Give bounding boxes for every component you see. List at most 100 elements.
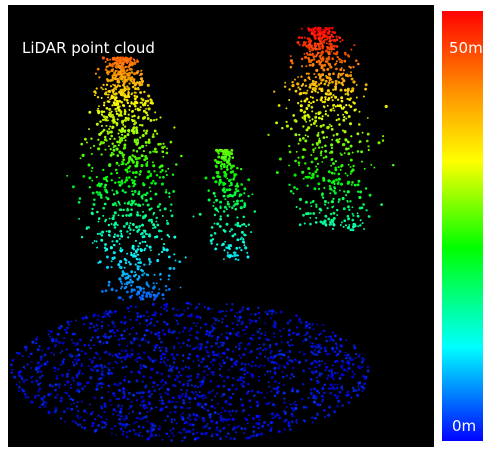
point — [219, 437, 222, 440]
point — [340, 41, 342, 43]
point — [106, 84, 108, 86]
point — [330, 43, 332, 45]
point — [26, 379, 28, 381]
point — [349, 228, 352, 231]
point — [126, 431, 128, 433]
point — [221, 318, 224, 321]
point — [164, 419, 166, 421]
point — [310, 59, 312, 61]
point — [87, 163, 90, 166]
point — [289, 319, 292, 322]
point — [123, 225, 126, 228]
point — [259, 352, 262, 355]
point — [337, 141, 339, 143]
point — [240, 383, 243, 386]
point — [193, 360, 195, 362]
point — [159, 116, 161, 118]
point — [310, 96, 312, 98]
point — [268, 359, 271, 362]
point — [316, 125, 318, 127]
point — [181, 440, 183, 442]
point — [247, 307, 250, 310]
point — [172, 366, 174, 368]
point — [367, 145, 369, 147]
point — [112, 214, 115, 217]
point — [331, 128, 334, 131]
point — [340, 73, 343, 76]
point — [299, 139, 302, 142]
point — [308, 323, 310, 325]
point — [291, 81, 293, 83]
point — [110, 404, 112, 406]
point — [91, 212, 94, 215]
point — [172, 190, 175, 193]
point — [344, 89, 347, 92]
point — [135, 108, 137, 110]
point — [86, 141, 88, 143]
point — [334, 168, 337, 171]
point — [308, 59, 310, 61]
point — [330, 51, 332, 53]
point — [107, 96, 109, 98]
point — [291, 420, 294, 423]
point — [294, 174, 297, 177]
point — [90, 147, 92, 149]
point — [162, 329, 165, 332]
point — [136, 258, 138, 260]
point — [334, 96, 337, 99]
point — [321, 131, 324, 134]
point — [216, 171, 219, 174]
point — [130, 159, 132, 161]
point — [243, 241, 245, 243]
point — [81, 350, 83, 352]
point — [37, 348, 40, 351]
point — [347, 147, 349, 149]
point — [301, 65, 303, 67]
point — [359, 224, 361, 226]
point — [62, 362, 64, 364]
point — [146, 283, 149, 286]
point — [357, 385, 359, 387]
point — [97, 353, 99, 355]
point — [221, 310, 223, 312]
point — [159, 143, 162, 146]
point — [166, 432, 169, 435]
point — [327, 90, 329, 92]
point — [173, 346, 175, 348]
point — [142, 203, 144, 205]
point — [268, 381, 270, 383]
point — [77, 417, 79, 419]
point — [118, 91, 121, 94]
point — [131, 280, 134, 283]
point — [138, 83, 141, 86]
point — [288, 165, 290, 167]
point — [312, 342, 314, 344]
point — [165, 392, 167, 394]
point — [325, 60, 328, 63]
point — [225, 310, 227, 312]
point — [325, 336, 327, 338]
point — [107, 132, 109, 134]
point — [173, 362, 175, 364]
point — [100, 344, 102, 346]
point — [135, 251, 137, 253]
point — [108, 230, 111, 233]
point — [247, 178, 250, 181]
point — [339, 338, 342, 341]
point — [357, 355, 359, 357]
point — [190, 303, 192, 305]
point — [119, 66, 122, 69]
point — [150, 318, 153, 321]
point — [352, 223, 355, 226]
point — [257, 312, 260, 315]
point — [202, 426, 205, 429]
point — [314, 45, 317, 48]
point — [78, 201, 81, 204]
point — [311, 45, 313, 47]
point — [142, 381, 144, 383]
point — [335, 342, 337, 344]
point — [332, 228, 334, 230]
point — [315, 76, 317, 78]
point — [219, 356, 221, 358]
point — [286, 321, 289, 324]
